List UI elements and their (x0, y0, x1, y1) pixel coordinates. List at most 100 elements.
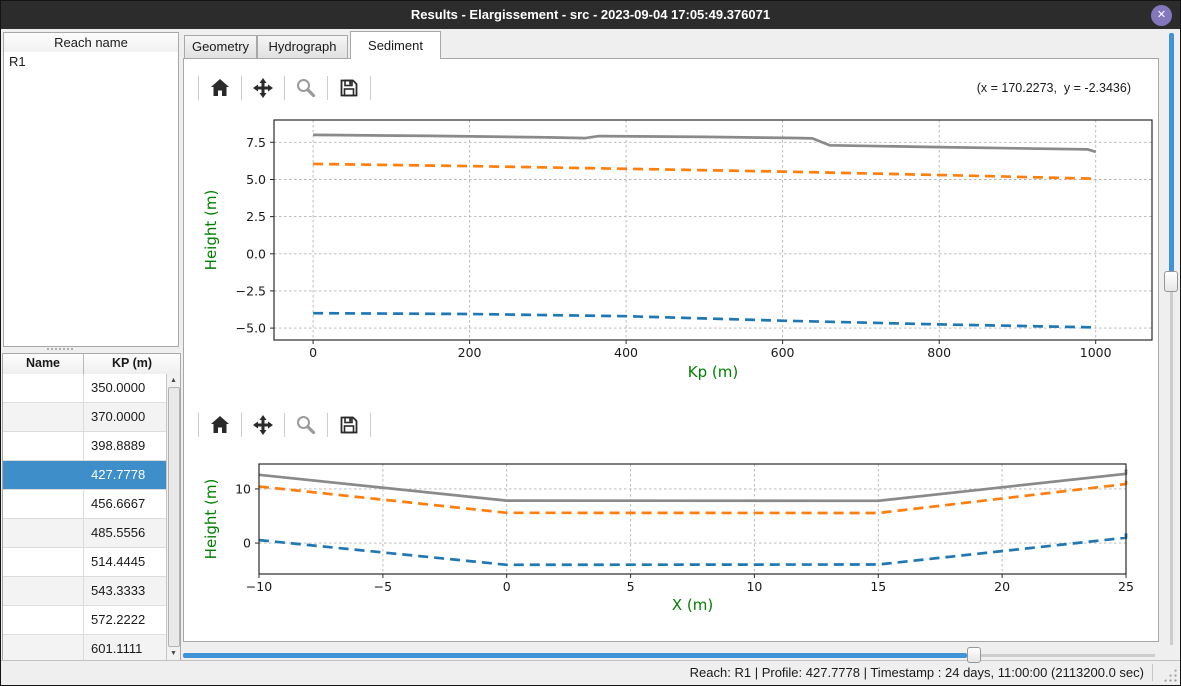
zoom-icon (295, 77, 317, 99)
table-body: 350.0000 370.0000 398.8889 427.7778 456.6667… (3, 374, 166, 660)
close-button[interactable]: ✕ (1151, 5, 1172, 26)
cell-name[interactable] (3, 490, 84, 518)
status-bar: Reach: R1 | Profile: 427.7778 | Timestam… (1, 660, 1180, 685)
y-axis-label: Height (m) (202, 479, 220, 560)
x-axis-label: Kp (m) (688, 363, 738, 381)
cell-name[interactable] (3, 403, 84, 431)
home-icon (209, 414, 231, 436)
resize-grip[interactable] (1163, 668, 1177, 682)
pan-icon (252, 414, 274, 436)
save-button[interactable] (329, 75, 369, 101)
timeline-slider-filled-track (183, 653, 967, 658)
chart-canvas[interactable]: 0 200 400 600 800 1000 −5.0 −2.5 0.0 2.5 5.0 7.5 Kp … (187, 109, 1156, 402)
cell-name[interactable] (3, 461, 84, 489)
zoom-icon (295, 414, 317, 436)
longitudinal-profile-plot[interactable]: 0 200 400 600 800 1000 −5.0 −2.5 0.0 2.5 5.0 7.5 Kp … (187, 109, 1156, 402)
toolbar-separator (327, 76, 328, 100)
chart-canvas[interactable]: −10 −5 0 5 10 15 20 25 0 10 X (m) Height (m) (187, 444, 1156, 640)
vertical-slider[interactable] (1162, 32, 1180, 647)
cell-name[interactable] (3, 635, 84, 660)
svg-text:10: 10 (746, 579, 762, 594)
table-row[interactable]: 427.7778 (3, 461, 166, 490)
table-row[interactable]: 350.0000 (3, 374, 166, 403)
cell-kp[interactable]: 456.6667 (91, 496, 146, 511)
status-text: Reach: R1 | Profile: 427.7778 | Timestam… (689, 665, 1144, 680)
svg-text:200: 200 (458, 345, 482, 360)
status-separator (1152, 664, 1153, 681)
svg-text:10: 10 (235, 481, 251, 496)
home-icon (209, 77, 231, 99)
scrollbar-thumb[interactable] (168, 387, 180, 647)
home-button[interactable] (200, 75, 240, 101)
table-row[interactable]: 456.6667 (3, 490, 166, 519)
table-row[interactable]: 572.2222 (3, 606, 166, 635)
cell-kp[interactable]: 514.4445 (91, 554, 146, 569)
table-scrollbar[interactable]: ▲ ▼ (166, 374, 180, 660)
column-header-name[interactable]: Name (3, 354, 84, 374)
cell-kp[interactable]: 572.2222 (91, 612, 146, 627)
close-icon: ✕ (1156, 9, 1167, 21)
svg-text:7.5: 7.5 (246, 135, 266, 150)
table-row[interactable]: 398.8889 (3, 432, 166, 461)
reach-name-header: Reach name (3, 32, 179, 53)
table-row[interactable]: 485.5556 (3, 519, 166, 548)
timeline-slider-handle[interactable] (967, 647, 981, 663)
cell-kp[interactable]: 398.8889 (91, 438, 146, 453)
svg-text:25: 25 (1118, 579, 1134, 594)
timeline-slider-empty-track (981, 654, 1155, 657)
series-top-line-gray (258, 469, 1128, 503)
table-row[interactable]: 370.0000 (3, 403, 166, 432)
scroll-up-icon[interactable]: ▲ (170, 377, 177, 384)
cell-name[interactable] (3, 606, 84, 634)
cell-kp[interactable]: 543.3333 (91, 583, 146, 598)
cell-kp[interactable]: 485.5556 (91, 525, 146, 540)
save-icon (338, 77, 360, 99)
cursor-coordinates: (x = 170.2273, y = -2.3436) (976, 81, 1131, 95)
svg-text:−5.0: −5.0 (236, 321, 266, 336)
toolbar-separator (370, 413, 371, 437)
cell-name[interactable] (3, 374, 84, 402)
cell-name[interactable] (3, 577, 84, 605)
tab-hydrograph[interactable]: Hydrograph (257, 35, 348, 59)
cell-kp[interactable]: 350.0000 (91, 380, 146, 395)
cell-name[interactable] (3, 519, 84, 547)
title-bar[interactable]: Results - Elargissement - src - 2023-09-… (1, 1, 1180, 29)
series-bottom-line-blue (258, 532, 1128, 567)
save-icon (338, 414, 360, 436)
svg-text:1000: 1000 (1080, 345, 1112, 360)
zoom-button[interactable] (286, 75, 326, 101)
cell-name[interactable] (3, 548, 84, 576)
vertical-slider-handle[interactable] (1164, 271, 1178, 292)
cell-kp[interactable]: 427.7778 (91, 467, 146, 482)
toolbar-separator (241, 413, 242, 437)
reach-list-item[interactable]: R1 (9, 54, 26, 69)
pan-icon (252, 77, 274, 99)
y-axis-label: Height (m) (202, 190, 220, 271)
home-button[interactable] (200, 412, 240, 438)
table-row[interactable]: 543.3333 (3, 577, 166, 606)
cell-kp[interactable]: 370.0000 (91, 409, 146, 424)
timeline-slider[interactable] (183, 647, 1157, 663)
series-top-line-gray (313, 133, 1097, 154)
toolbar-separator (198, 413, 199, 437)
cross-section-plot[interactable]: −10 −5 0 5 10 15 20 25 0 10 X (m) Height (m) (187, 444, 1156, 640)
sidebar-splitter-handle[interactable] (47, 348, 73, 350)
pan-button[interactable] (243, 412, 283, 438)
svg-text:20: 20 (994, 579, 1010, 594)
cell-name[interactable] (3, 432, 84, 460)
pan-button[interactable] (243, 75, 283, 101)
table-row[interactable]: 601.1111 (3, 635, 166, 660)
svg-text:0.0: 0.0 (246, 246, 266, 261)
zoom-button[interactable] (286, 412, 326, 438)
vertical-slider-filled-track (1169, 33, 1174, 273)
table-row[interactable]: 514.4445 (3, 548, 166, 577)
series-middle-line-orange (258, 480, 1128, 515)
reach-list[interactable]: R1 (3, 52, 179, 347)
tab-geometry[interactable]: Geometry (184, 35, 257, 59)
tab-sediment[interactable]: Sediment (350, 31, 441, 59)
table-header-row: Name KP (m) (3, 354, 180, 375)
save-button[interactable] (329, 412, 369, 438)
column-header-kp[interactable]: KP (m) (111, 356, 153, 370)
scroll-down-icon[interactable]: ▼ (170, 650, 177, 657)
cell-kp[interactable]: 601.1111 (91, 641, 143, 656)
